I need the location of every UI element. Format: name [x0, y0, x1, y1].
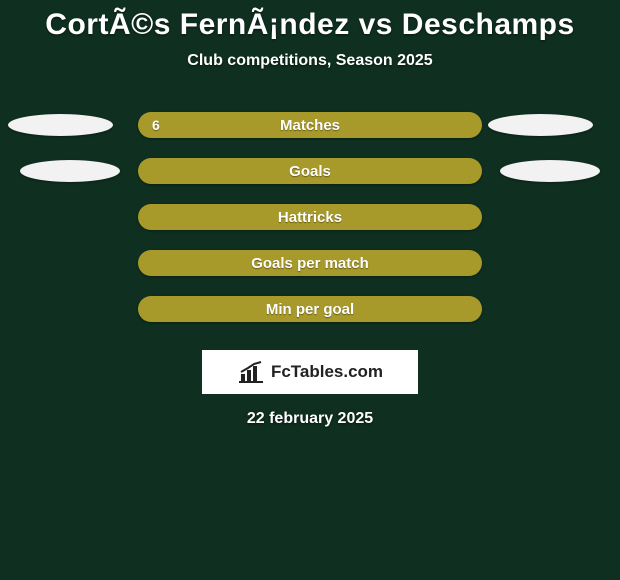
stat-left-value: 6	[152, 117, 160, 133]
right-ellipse	[500, 160, 600, 182]
stat-row: 6 Matches	[0, 112, 620, 138]
stat-row: Hattricks	[0, 204, 620, 230]
stat-pill: Goals	[138, 158, 482, 184]
stat-pill: Hattricks	[138, 204, 482, 230]
subtitle: Club competitions, Season 2025	[0, 52, 620, 70]
right-ellipse	[488, 114, 593, 136]
stat-pill: Min per goal	[138, 296, 482, 322]
date-text: 22 february 2025	[0, 410, 620, 428]
stat-label: Goals per match	[251, 255, 369, 272]
left-ellipse	[20, 160, 120, 182]
stat-label: Min per goal	[266, 301, 354, 318]
stat-pill: 6 Matches	[138, 112, 482, 138]
page-title: CortÃ©s FernÃ¡ndez vs Deschamps	[0, 8, 620, 42]
stat-label: Hattricks	[278, 209, 342, 226]
logo-box: FcTables.com	[202, 350, 418, 394]
logo-text: FcTables.com	[271, 362, 383, 382]
left-ellipse	[8, 114, 113, 136]
bar-chart-icon	[237, 360, 265, 384]
stat-label: Matches	[280, 117, 340, 134]
stat-row: Goals	[0, 158, 620, 184]
stat-label: Goals	[289, 163, 331, 180]
stat-row: Min per goal	[0, 296, 620, 322]
stat-rows: 6 Matches Goals Hattricks Goals per match Min…	[0, 112, 620, 322]
stat-row: Goals per match	[0, 250, 620, 276]
stat-pill: Goals per match	[138, 250, 482, 276]
comparison-card: CortÃ©s FernÃ¡ndez vs Deschamps Club com…	[0, 0, 620, 580]
